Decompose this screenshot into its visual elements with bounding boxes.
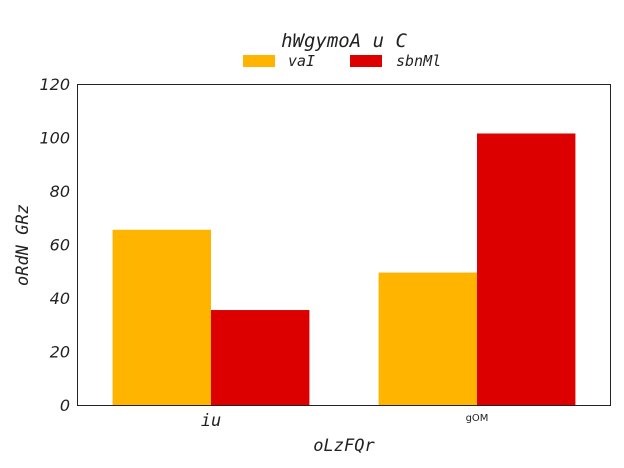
y-tick-label: 40 <box>50 289 70 308</box>
y-tick-label: 100 <box>39 129 70 148</box>
x-axis-label: oLzFQr <box>313 436 375 456</box>
legend-swatch-sbnMl <box>350 55 382 67</box>
bar-vaI-gOM <box>378 272 477 405</box>
y-axis-label: oRdN GRz <box>13 204 33 286</box>
x-tick-label-iu: iu <box>201 411 221 431</box>
y-tick-label: 0 <box>60 396 70 415</box>
x-axis-ticks: iu gOM <box>201 411 489 431</box>
y-tick-label: 80 <box>50 182 70 201</box>
bar-sbnMl-iu <box>211 310 310 405</box>
legend-label-sbnMl: sbnMl <box>396 52 441 70</box>
y-tick-label: 20 <box>50 343 70 362</box>
y-tick-label: 120 <box>39 75 70 94</box>
bar-sbnMl-gOM <box>477 133 576 406</box>
plot-area-frame <box>77 84 611 406</box>
chart-title: hWgymoA u C <box>281 30 407 52</box>
legend-swatch-vaI <box>243 55 275 67</box>
x-tick-label-gOM: gOM <box>466 413 489 424</box>
legend-label-vaI: vaI <box>288 52 315 70</box>
legend: vaI sbnMl <box>243 52 441 70</box>
y-tick-label: 60 <box>50 236 70 255</box>
y-axis-ticks: 0 20 40 60 80 100 120 <box>39 75 70 415</box>
bar-vaI-iu <box>112 229 211 405</box>
bars <box>112 133 576 406</box>
